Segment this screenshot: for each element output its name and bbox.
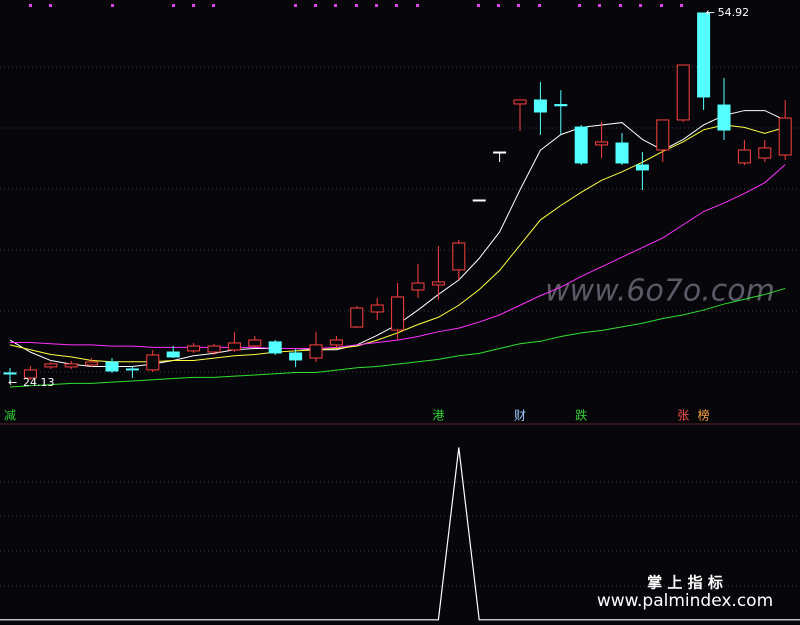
candle-body [207,345,221,353]
candle-body [125,368,139,371]
candle-body [268,341,282,354]
watermark: www.6o7o.com [545,274,775,309]
candle-body [227,342,241,351]
candle-body [3,372,17,375]
candle-body [411,282,425,291]
signal-label: 张 [677,409,689,423]
candle-body [513,99,527,105]
candle-body [146,354,160,371]
candle-body [574,126,588,164]
candle-body [329,339,343,346]
candle-body [64,363,78,368]
grid [0,66,800,587]
candle-body [187,345,201,352]
candle-body [737,149,751,164]
indicator-line [0,447,800,621]
candle-body [615,142,629,164]
candle-body [493,151,507,154]
high-label: 54.92 [718,6,750,19]
low-label: 24.13 [23,376,55,389]
candle-body [452,242,466,271]
footer-url: www.palmindex.com [597,591,773,611]
candle-body [554,104,568,107]
candle-body [391,296,405,331]
candle-body [758,147,772,159]
candle-body [44,363,58,368]
signal-label: 财 [514,409,526,423]
candle-body [717,104,731,131]
candle-body [656,119,670,151]
candle-body [595,141,609,146]
candle-body [533,99,547,113]
candle-body [289,352,303,361]
candle-body [166,351,180,358]
candle-body [697,12,711,98]
candle-body [431,281,445,286]
footer-title: 掌 上 指 标 [647,574,723,592]
signal-label: 减 [4,409,16,423]
signal-label: 港 [432,409,444,423]
candle-body [370,304,384,313]
top-dots [29,4,683,7]
candle-body [778,117,792,156]
low-arrow: ← [8,376,17,389]
candle-body [105,361,119,372]
ma-line [10,164,786,350]
ma-line [9,287,786,388]
candle-body [635,164,649,171]
candle-body [85,361,99,366]
candle-body [248,339,262,347]
signal-label: 榜 [698,408,710,423]
candle-body [472,199,486,202]
signal-label: 跌 [575,408,587,423]
candle-body [676,64,690,121]
candle-body [23,369,37,379]
candle-body [350,307,364,328]
high-arrow: ← [706,6,715,19]
candle-body [309,344,323,359]
